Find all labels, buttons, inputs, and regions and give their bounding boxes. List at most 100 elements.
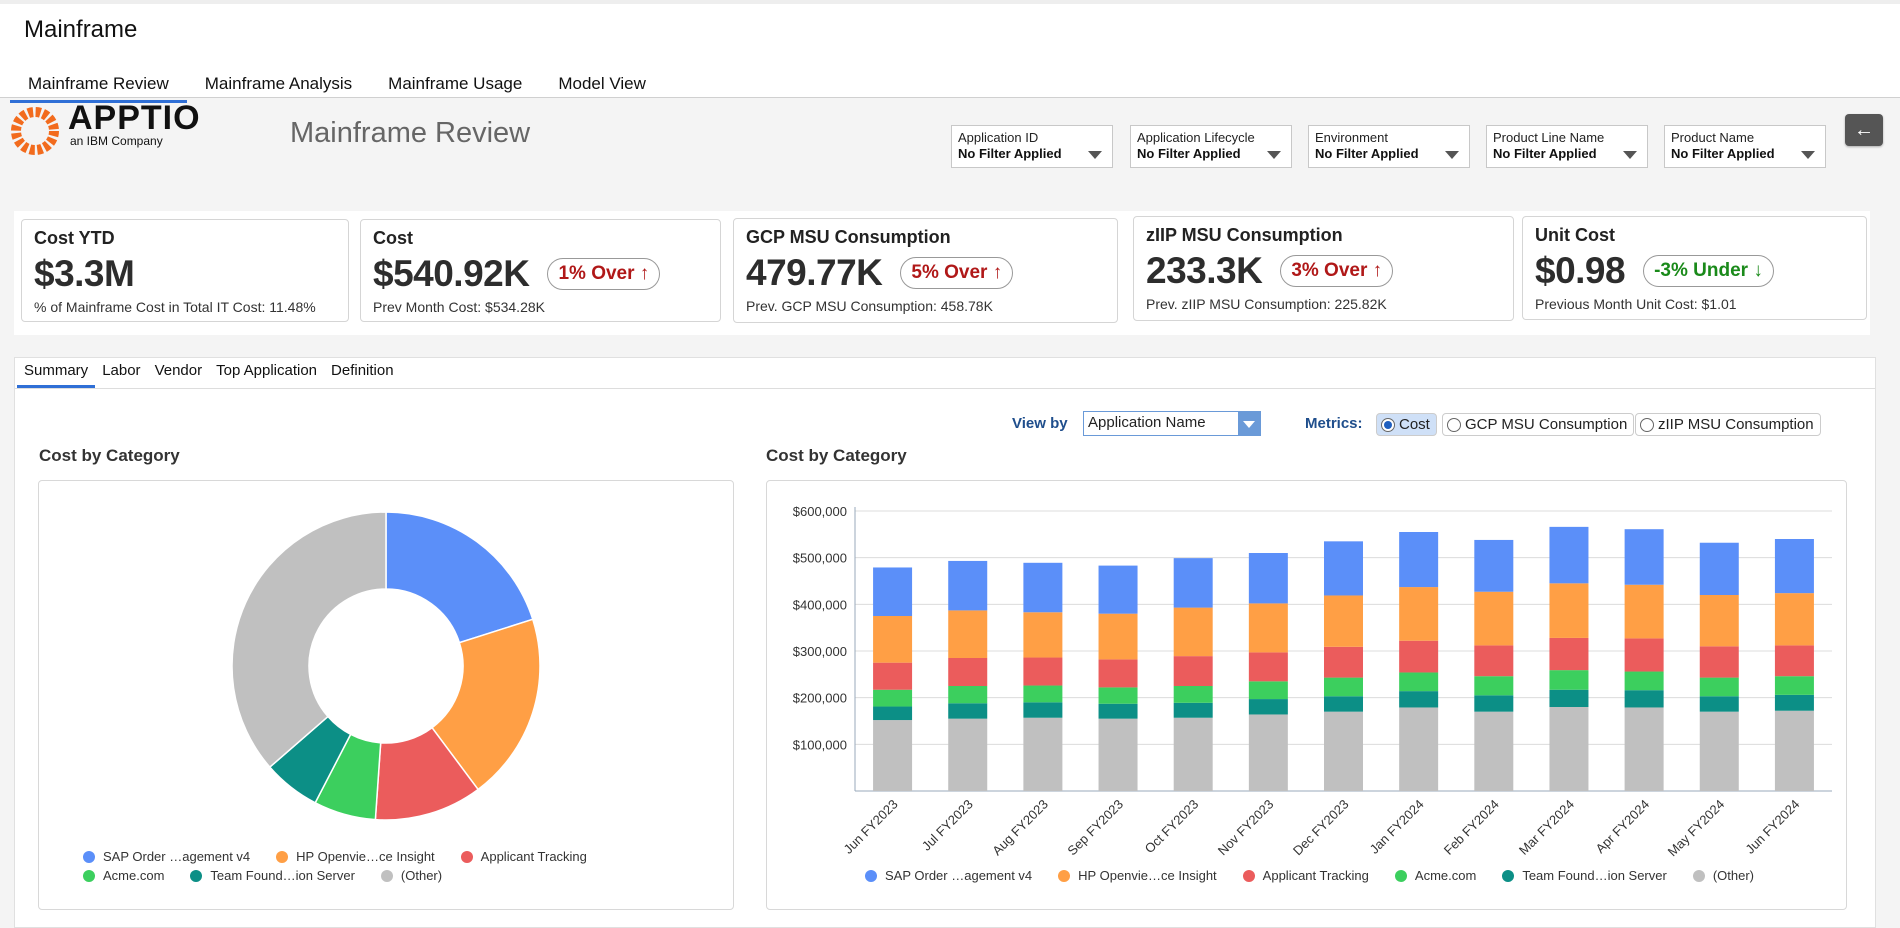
filter-label: Application Lifecycle bbox=[1137, 130, 1255, 145]
kpi-value: $0.98 bbox=[1535, 250, 1626, 291]
filter-application-id[interactable]: Application ID No Filter Applied bbox=[951, 125, 1113, 168]
bar-segment-acme-com bbox=[1023, 685, 1063, 703]
filter-label: Environment bbox=[1315, 130, 1388, 145]
kpi-subtext: % of Mainframe Cost in Total IT Cost: 11… bbox=[34, 299, 316, 315]
tab-labor[interactable]: Labor bbox=[102, 362, 141, 379]
legend-swatch bbox=[460, 850, 473, 863]
bar-segment-hp-openvie-ce-insight bbox=[1173, 607, 1213, 657]
bar-segment-sap-order-agement-v4 bbox=[1699, 542, 1739, 595]
filter-environment[interactable]: Environment No Filter Applied bbox=[1308, 125, 1470, 168]
kpi-title: zIIP MSU Consumption bbox=[1146, 225, 1343, 245]
kpi-subtext: Prev. zIIP MSU Consumption: 225.82K bbox=[1146, 296, 1387, 312]
y-tick-label: $600,000 bbox=[793, 504, 847, 519]
summary-panel: Summary Labor Vendor Top Application Def… bbox=[14, 357, 1876, 928]
filter-application-lifecycle[interactable]: Application Lifecycle No Filter Applied bbox=[1130, 125, 1292, 168]
legend-label: HP Openvie…ce Insight bbox=[1078, 868, 1217, 883]
bar-segment-team-found-ion-server bbox=[1399, 691, 1439, 708]
page-title: Mainframe Review bbox=[290, 117, 531, 149]
y-tick-label: $100,000 bbox=[793, 737, 847, 752]
bar-segment-applicant-tracking bbox=[1173, 656, 1213, 686]
bar-segment-sap-order-agement-v4 bbox=[1474, 539, 1514, 592]
legend-swatch bbox=[865, 869, 877, 882]
bar-segment-team-found-ion-server bbox=[1023, 702, 1063, 718]
legend-item[interactable]: Team Found…ion Server bbox=[1502, 866, 1667, 885]
legend-label: SAP Order …agement v4 bbox=[885, 868, 1033, 883]
bar-segment-acme-com bbox=[873, 689, 913, 707]
filter-value: No Filter Applied bbox=[1493, 146, 1597, 161]
view-by-select[interactable]: Application Name bbox=[1083, 411, 1261, 436]
kpi-subtext: Prev. GCP MSU Consumption: 458.78K bbox=[746, 298, 993, 314]
bar-segment-applicant-tracking bbox=[1624, 638, 1664, 672]
legend-item[interactable]: Team Found…ion Server bbox=[190, 866, 355, 885]
donut-chart-container: SAP Order …agement v4 HP Openvie…ce Insig… bbox=[38, 480, 734, 910]
bar-segment-other bbox=[1549, 707, 1589, 791]
legend-swatch bbox=[1692, 869, 1705, 882]
kpi-title: Cost YTD bbox=[34, 228, 115, 248]
tab-summary[interactable]: Summary bbox=[17, 358, 96, 388]
tab-top-application[interactable]: Top Application bbox=[216, 362, 318, 379]
tab-mainframe-usage[interactable]: Mainframe Usage bbox=[388, 74, 523, 93]
legend-swatch bbox=[190, 869, 203, 882]
metric-label: Cost bbox=[1399, 416, 1430, 433]
kpi-card-cost: Cost $540.92K 1% Over ↑ Prev Month Cost:… bbox=[360, 219, 721, 322]
bar-chart-container: $100,000 $200,000 $300,000 $400,000 $500,000… bbox=[766, 480, 1847, 910]
bar-segment-sap-order-agement-v4 bbox=[1248, 553, 1288, 604]
y-tick-label: $500,000 bbox=[793, 551, 847, 566]
legend-item[interactable]: Acme.com bbox=[83, 866, 164, 885]
legend-item[interactable]: (Other) bbox=[1692, 866, 1754, 885]
filter-product-line-name[interactable]: Product Line Name No Filter Applied bbox=[1486, 125, 1648, 168]
bar-segment-sap-order-agement-v4 bbox=[1173, 558, 1213, 608]
filter-product-name[interactable]: Product Name No Filter Applied bbox=[1664, 125, 1826, 168]
kpi-card-gcp-msu: GCP MSU Consumption 479.77K 5% Over ↑ Pr… bbox=[733, 218, 1118, 323]
kpi-value: $540.92K bbox=[373, 253, 530, 294]
legend-item[interactable]: HP Openvie…ce Insight bbox=[276, 847, 435, 866]
x-tick-label: Dec FY2023 bbox=[1290, 797, 1352, 859]
tab-vendor[interactable]: Vendor bbox=[154, 362, 203, 379]
bar-segment-hp-openvie-ce-insight bbox=[1023, 612, 1063, 658]
caret-down-icon bbox=[1238, 412, 1260, 435]
tab-definition[interactable]: Definition bbox=[331, 362, 394, 379]
kpi-change-badge: -3% Under ↓ bbox=[1643, 255, 1774, 287]
bar-segment-acme-com bbox=[1699, 677, 1739, 697]
legend-item[interactable]: Applicant Tracking bbox=[1242, 866, 1369, 885]
bar-chart: $100,000 $200,000 $300,000 $400,000 $500,000… bbox=[793, 504, 1832, 859]
bar-chart-title: Cost by Category bbox=[766, 446, 907, 465]
bar-segment-hp-openvie-ce-insight bbox=[1699, 595, 1739, 647]
bar-segment-team-found-ion-server bbox=[1774, 694, 1814, 711]
tab-mainframe-analysis[interactable]: Mainframe Analysis bbox=[204, 74, 353, 93]
legend-swatch bbox=[1502, 869, 1515, 882]
metric-label: GCP MSU Consumption bbox=[1465, 416, 1628, 433]
bar-segment-applicant-tracking bbox=[1324, 646, 1363, 678]
bar-segment-acme-com bbox=[1098, 687, 1138, 704]
back-button[interactable]: ← bbox=[1845, 114, 1883, 146]
bar-segment-hp-openvie-ce-insight bbox=[1774, 593, 1814, 646]
metric-option-gcp-msu[interactable]: GCP MSU Consumption bbox=[1442, 413, 1635, 436]
tab-model-view[interactable]: Model View bbox=[558, 74, 646, 93]
kpi-title: Cost bbox=[373, 228, 413, 248]
filter-value: No Filter Applied bbox=[1137, 146, 1241, 161]
bar-segment-applicant-tracking bbox=[1774, 645, 1814, 677]
kpi-change-badge: 3% Over ↑ bbox=[1280, 255, 1394, 287]
legend-item[interactable]: SAP Order …agement v4 bbox=[865, 866, 1032, 885]
metric-option-cost[interactable]: Cost bbox=[1376, 413, 1437, 436]
legend-item[interactable]: Acme.com bbox=[1394, 866, 1476, 885]
bar-segment-hp-openvie-ce-insight bbox=[1399, 587, 1439, 641]
bar-segment-acme-com bbox=[1549, 670, 1589, 690]
bar-segment-team-found-ion-server bbox=[1098, 703, 1138, 719]
caret-down-icon bbox=[1267, 151, 1281, 159]
kpi-value: 233.3K bbox=[1146, 250, 1263, 291]
legend-item[interactable]: Applicant Tracking bbox=[460, 847, 587, 866]
legend-item[interactable]: HP Openvie…ce Insight bbox=[1058, 866, 1217, 885]
bar-segment-other bbox=[948, 718, 988, 791]
bar-segment-other bbox=[1699, 711, 1739, 791]
x-tick-label: Jul FY2023 bbox=[919, 797, 976, 854]
metric-option-ziip-msu[interactable]: zIIP MSU Consumption bbox=[1635, 413, 1821, 436]
donut-slice-other bbox=[231, 511, 387, 769]
tab-mainframe-review[interactable]: Mainframe Review bbox=[10, 70, 187, 103]
x-tick-label: Jun FY2024 bbox=[1742, 797, 1802, 857]
legend-item[interactable]: SAP Order …agement v4 bbox=[83, 847, 250, 866]
bar-segment-applicant-tracking bbox=[1399, 640, 1439, 673]
kpi-value: 479.77K bbox=[746, 252, 883, 293]
legend-item[interactable]: (Other) bbox=[380, 866, 442, 885]
bar-segment-other bbox=[1098, 718, 1138, 791]
